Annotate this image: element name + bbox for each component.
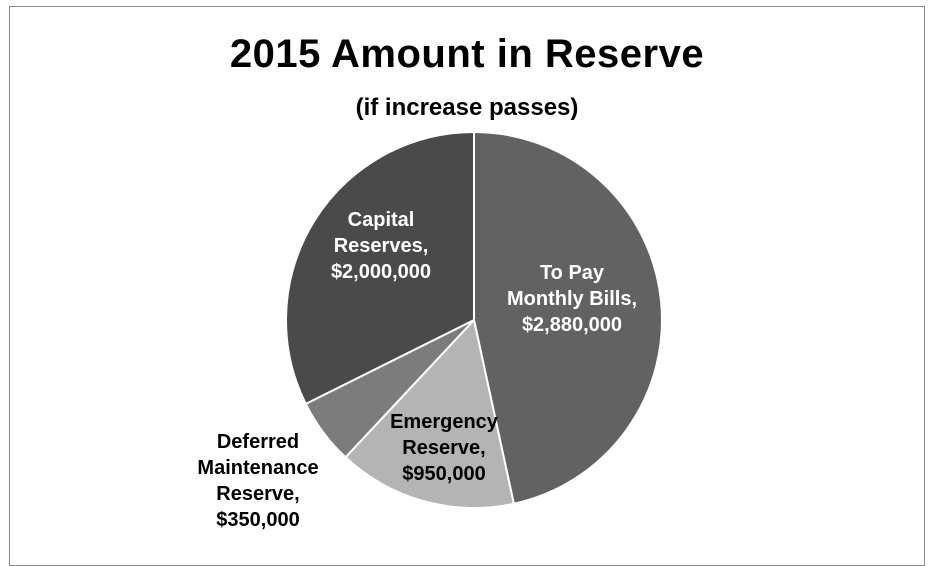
pie-slice-emergency-reserve xyxy=(344,317,516,509)
slice-label-to-pay-monthly-bills: To Pay Monthly Bills, $2,880,000 xyxy=(507,262,637,336)
slice-label-deferred-maintenance-reserve: Deferred Maintenance Reserve, $350,000 xyxy=(197,431,318,531)
chart-title: 2015 Amount in Reserve xyxy=(229,32,705,76)
chart-subtitle: (if increase passes) xyxy=(355,94,579,121)
slice-label-capital-reserves: Capital Reserves, $2,000,000 xyxy=(331,209,431,283)
pie-slice-capital-reserves xyxy=(285,130,475,406)
pie-slice-to-pay-monthly-bills xyxy=(473,130,663,505)
slice-label-emergency-reserve: Emergency Reserve, $950,000 xyxy=(390,411,499,485)
